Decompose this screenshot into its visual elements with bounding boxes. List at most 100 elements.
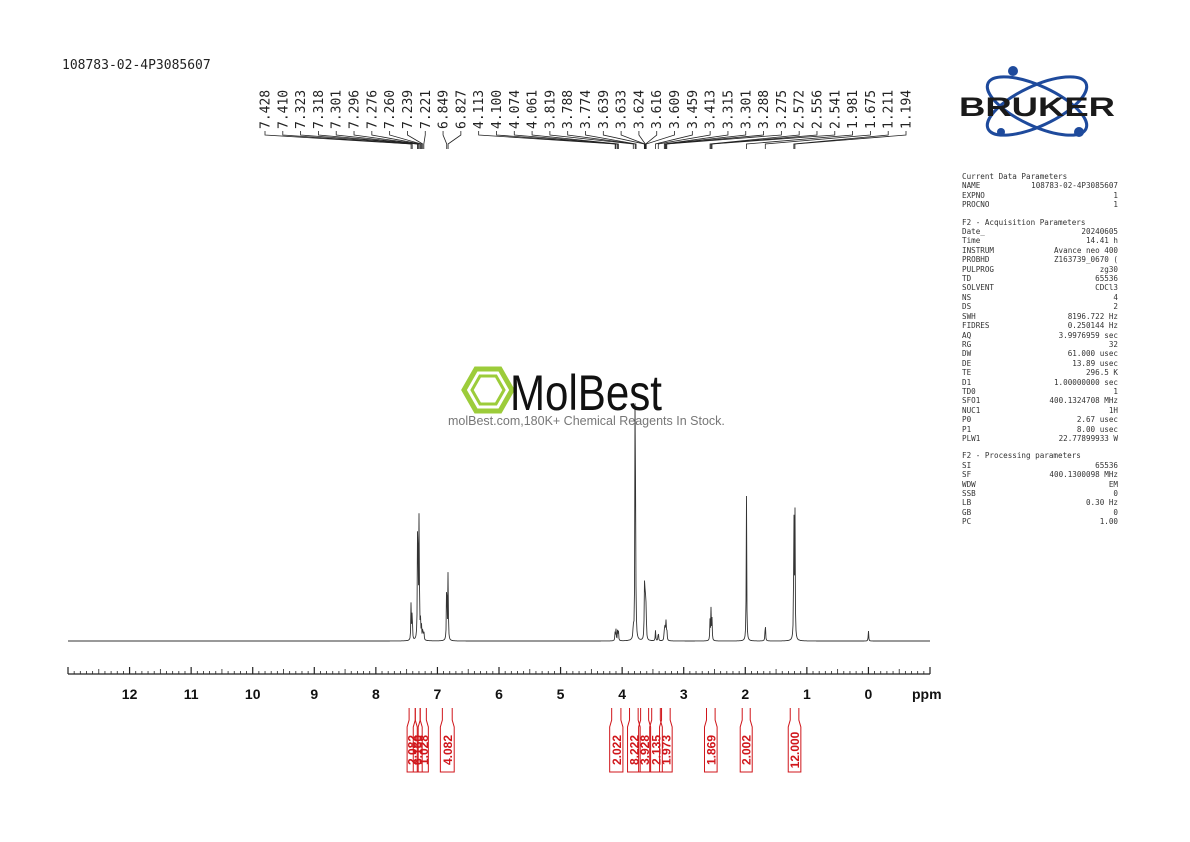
section-title-current: Current Data Parameters [962,172,1068,181]
peak-label: 4.061 [526,90,541,129]
param-row: P1 8.00 usec [962,425,1118,434]
param-row: SSB 0 [962,489,1118,498]
param-row: NAME 108783-02-4P3085607 [962,181,1118,190]
param-key: DW [962,349,972,359]
peak-label: 3.624 [632,90,647,129]
param-row: TD0 1 [962,387,1118,396]
param-row: DE 13.89 usec [962,359,1118,368]
acquisition-params-list: Date_ 20240605 Time 14.41 h INSTRUM Avance ne… [962,227,1118,443]
peak-label: 3.633 [615,90,630,129]
peak-connector [389,131,422,149]
peak-connector [567,131,636,149]
param-value: 1H [1108,405,1118,415]
param-value: 1.00000000 sec [1053,377,1118,387]
param-row: NUC1 1H [962,406,1118,415]
param-row: AQ 3.9976959 sec [962,331,1118,340]
peak-label: 3.275 [775,90,790,129]
param-value: 2.67 usec [1076,415,1118,425]
peak-label: 7.410 [276,90,291,129]
integral-value: 1.869 [704,735,718,765]
param-row: NS 4 [962,293,1118,302]
peak-connector [665,131,764,149]
integral-bracket [649,708,663,773]
peak-connector [645,131,658,149]
param-key: PROBHD [962,255,990,265]
param-key: SFO1 [962,396,981,406]
peak-connector [655,131,693,149]
peak-label: 7.239 [401,90,416,129]
param-value: 61.000 usec [1067,349,1118,359]
peak-label: 2.556 [810,90,825,129]
x-tick-label: 8 [372,686,380,702]
integral-bracket [417,708,429,773]
peak-connector [478,131,616,149]
peak-connector [513,131,618,149]
param-row: TD 65536 [962,274,1118,283]
peak-connector [407,131,424,149]
peak-connector [664,131,747,149]
param-key: PULPROG [962,264,995,274]
param-value: 2 [1113,302,1118,312]
param-row: FIDRES 0.250144 Hz [962,321,1118,330]
x-axis-ticks: 12 11 10 9 8 7 6 5 4 3 2 1 0 [67,667,931,702]
peak-connector [764,131,871,149]
param-value: 400.1300098 MHz [1049,470,1118,480]
peak-connector [318,131,419,149]
param-row: PROCNO 1 [962,200,1118,209]
peak-connector [666,131,782,149]
section-title-acquisition: F2 - Acquisition Parameters [962,217,1086,227]
param-row: DW 61.000 usec [962,349,1118,358]
peak-label: 3.788 [561,90,576,129]
peak-label: 4.100 [490,90,505,129]
peak-connector [442,131,448,149]
param-row: PULPROG zg30 [962,265,1118,274]
acquisition-parameters: Current Data Parameters NAME 108783-02-4P… [962,172,1118,527]
peak-label: 3.288 [757,90,772,129]
param-key: DS [962,302,972,312]
spectrum-trace [68,403,930,642]
peak-label: 7.301 [330,90,345,129]
peak-label: 4.113 [472,90,487,129]
param-value: 400.1324708 MHz [1049,396,1118,406]
x-tick-label: 11 [184,686,199,702]
param-row: SI 65536 [962,461,1118,470]
param-row: RG 32 [962,340,1118,349]
x-tick-label: 2 [741,686,749,702]
x-tick-label: 10 [245,686,261,702]
peak-connector [638,131,646,149]
peak-label: 7.318 [312,90,327,129]
x-tick-label: 9 [310,686,318,702]
param-value: 65536 [1095,274,1118,284]
param-value: 0.30 Hz [1085,498,1118,508]
peak-label: 7.428 [259,90,274,129]
integral-bracket [627,708,641,773]
x-tick-label: 5 [557,686,565,702]
section-title-processing: F2 - Processing parameters [962,451,1081,461]
x-tick-label: 6 [495,686,503,702]
param-value: 13.89 usec [1072,358,1118,368]
integral-bracket [406,708,418,773]
peak-connector [264,131,412,149]
param-key: TD [962,274,972,284]
bruker-atom-icon [985,75,1089,137]
processing-params-list: SI 65536 SF 400.1300098 MHz WDW EM SSB 0 LB 0.30 … [962,461,1118,527]
peak-connector [423,131,426,149]
peak-connector [711,131,836,149]
param-key: P1 [962,424,972,434]
param-key: D1 [962,377,972,387]
integral-value: 1.973 [659,735,673,765]
integral-bracket [739,708,753,773]
param-row: WDW EM [962,480,1118,489]
molbest-tagline: molBest.com,180K+ Chemical Reagents In S… [448,414,725,428]
bruker-brand: BRUKER [959,92,1115,122]
param-key: PROCNO [962,200,990,210]
param-row: INSTRUM Avance neo 400 [962,246,1118,255]
param-value: zg30 [1099,264,1118,274]
integral-value: 12.000 [788,731,802,768]
peak-connector [657,131,711,149]
peak-label: 6.827 [454,90,469,129]
integral-value: 1.028 [417,735,431,765]
param-value: 0.250144 Hz [1067,321,1118,331]
param-key: NUC1 [962,405,981,415]
